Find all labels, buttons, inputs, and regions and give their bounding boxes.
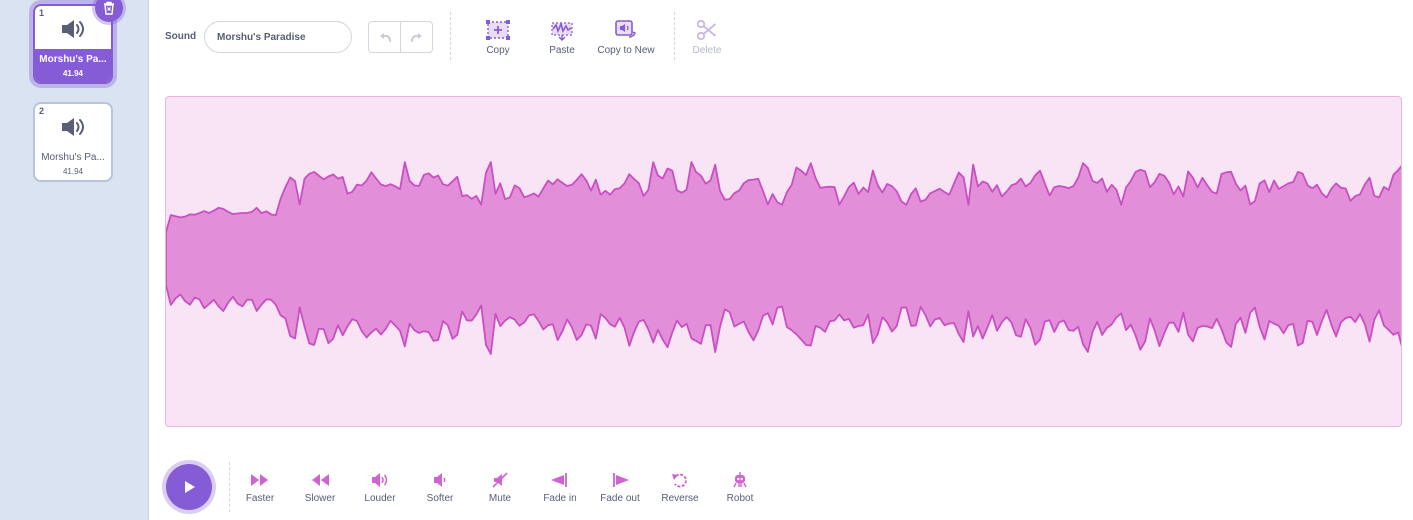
sound-tile-1[interactable]: 1 Morshu's Pa... 41.94	[33, 0, 123, 84]
sound-name-label: Sound	[165, 31, 197, 42]
effect-robot-label: Robot	[726, 493, 754, 504]
sound-name: Morshu's Pa...	[41, 152, 105, 163]
speaker-icon	[62, 20, 84, 38]
paste-icon	[551, 21, 573, 41]
effect-slower-label: Slower	[304, 493, 336, 504]
effect-fade-out-button[interactable]: Fade out	[590, 470, 650, 504]
sound-name-input[interactable]	[204, 21, 352, 53]
paste-label: Paste	[549, 45, 575, 56]
waveform-shape	[166, 161, 1401, 355]
copy-label: Copy	[486, 45, 510, 56]
volume-down-icon	[434, 473, 446, 487]
copy-to-new-button[interactable]: Copy to New	[591, 18, 661, 56]
copy-to-new-icon	[615, 20, 636, 38]
effect-fade-out-label: Fade out	[600, 493, 640, 504]
rewind-icon	[312, 474, 329, 486]
selected-tile-footer	[35, 49, 111, 82]
fade-in-icon	[551, 473, 567, 487]
paste-button[interactable]: Paste	[527, 18, 597, 56]
undo-icon	[379, 33, 391, 42]
copy-button[interactable]: Copy	[463, 18, 533, 56]
fast-forward-icon	[251, 474, 268, 486]
copy-to-new-label: Copy to New	[597, 45, 655, 56]
effect-softer-button[interactable]: Softer	[410, 470, 470, 504]
undo-redo-group	[368, 21, 433, 53]
robot-icon	[733, 472, 747, 488]
reverse-icon	[672, 473, 687, 488]
effect-faster-button[interactable]: Faster	[230, 470, 290, 504]
effect-slower-button[interactable]: Slower	[290, 470, 350, 504]
sound-number: 1	[39, 8, 45, 18]
trash-icon	[104, 1, 114, 15]
effect-reverse-button[interactable]: Reverse	[650, 470, 710, 504]
toolbar-divider	[674, 12, 675, 60]
play-icon	[185, 481, 195, 493]
mute-icon	[492, 472, 508, 488]
waveform-graphic	[166, 161, 1401, 355]
waveform-editor[interactable]	[165, 96, 1402, 427]
effect-louder-label: Louder	[364, 493, 396, 504]
effect-mute-button[interactable]: Mute	[470, 470, 530, 504]
effect-reverse-label: Reverse	[661, 493, 699, 504]
sound-number: 2	[39, 106, 45, 116]
speaker-icon	[62, 118, 84, 136]
redo-button[interactable]	[400, 22, 432, 52]
effect-mute-label: Mute	[488, 493, 512, 504]
toolbar-divider	[450, 12, 451, 60]
undo-button[interactable]	[369, 22, 400, 52]
effect-robot-button[interactable]: Robot	[710, 470, 770, 504]
effects-divider	[229, 462, 230, 512]
effect-louder-button[interactable]: Louder	[350, 470, 410, 504]
effect-faster-label: Faster	[245, 493, 275, 504]
sound-tile-2[interactable]: 2 Morshu's Pa... 41.94	[33, 102, 113, 182]
delete-label: Delete	[692, 45, 722, 56]
fade-out-icon	[613, 473, 629, 487]
effect-fade-in-label: Fade in	[543, 493, 577, 504]
copy-icon	[486, 20, 510, 40]
delete-sound-button[interactable]	[95, 0, 123, 22]
redo-icon	[410, 33, 422, 42]
sound-duration: 41.94	[62, 167, 84, 176]
play-button[interactable]	[166, 464, 212, 510]
effect-fade-in-button[interactable]: Fade in	[530, 470, 590, 504]
sound-list-sidebar: 1 Morshu's Pa... 41.94 2 Morshu's Pa... …	[0, 0, 149, 520]
effect-softer-label: Softer	[426, 493, 454, 504]
sound-name: Morshu's Pa...	[39, 54, 107, 65]
volume-up-icon	[372, 473, 388, 487]
scissors-icon	[696, 19, 717, 41]
sound-duration: 41.94	[62, 69, 84, 78]
delete-button[interactable]: Delete	[672, 18, 742, 56]
